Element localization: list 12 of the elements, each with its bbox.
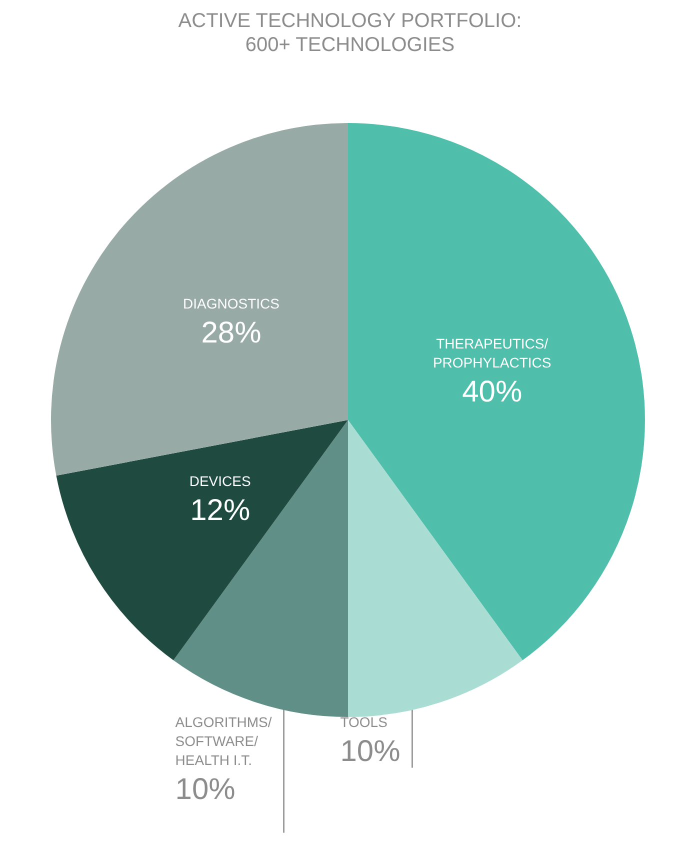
chart-subtitle: 600+ TECHNOLOGIES (245, 34, 455, 56)
data-label: 40% (462, 376, 522, 409)
slice-label: DIAGNOSTICS (183, 295, 280, 312)
slice-label: ALGORITHMS/SOFTWARE/HEALTH I.T. (175, 714, 272, 768)
slice-label: THERAPEUTICS/PROPHYLACTICS (432, 336, 552, 371)
chart-title: ACTIVE TECHNOLOGY PORTFOLIO: (178, 10, 522, 32)
data-label: 12% (190, 494, 250, 528)
slice-label: TOOLS (340, 714, 388, 730)
data-label: 10% (340, 735, 400, 768)
data-label: 28% (201, 316, 262, 350)
slice-label: DEVICES (189, 473, 251, 490)
data-label: 10% (175, 773, 236, 806)
